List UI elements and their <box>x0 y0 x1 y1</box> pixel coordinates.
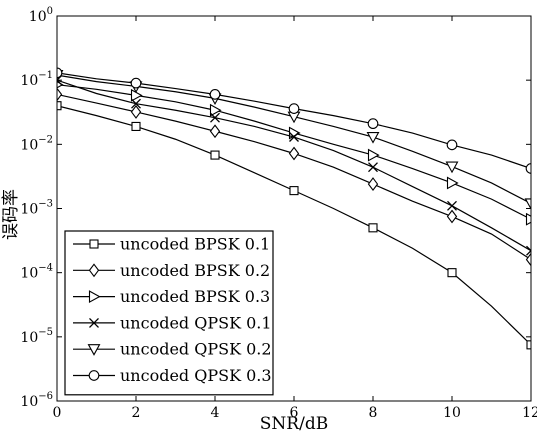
y-tick-label: 10−5 <box>20 327 53 346</box>
y-tick-label: 10−2 <box>20 134 53 153</box>
data-point-marker <box>288 103 300 114</box>
legend-entry: uncoded BPSK 0.1 <box>73 235 270 254</box>
data-point-marker <box>446 209 458 224</box>
x-tick-label: 8 <box>369 405 378 421</box>
legend-marker <box>89 239 99 249</box>
x-tick-label: 4 <box>211 405 220 421</box>
legend-entry: uncoded QPSK 0.3 <box>73 366 272 385</box>
data-point-marker <box>526 245 531 256</box>
data-point-marker <box>524 198 531 211</box>
data-point-marker <box>446 176 459 190</box>
legend-entry: uncoded QPSK 0.2 <box>73 340 272 359</box>
y-axis-title: 误码率 <box>1 189 21 240</box>
data-point-marker <box>447 200 457 211</box>
data-point-marker <box>131 121 141 131</box>
data-point-marker <box>209 103 222 117</box>
series-uncoded-qpsk-0-1 <box>57 75 531 256</box>
legend-box <box>64 230 274 396</box>
data-point-marker <box>367 148 380 162</box>
ticks-layer <box>56 15 532 402</box>
data-point-marker <box>447 268 457 278</box>
series-uncoded-bpsk-0-3 <box>57 81 531 226</box>
data-point-marker <box>525 252 531 267</box>
data-point-marker <box>130 105 142 119</box>
data-point-marker <box>210 150 220 160</box>
legend-marker <box>88 263 100 278</box>
data-point-marker <box>445 161 459 174</box>
data-point-marker <box>57 101 62 111</box>
x-tick-label: 0 <box>53 405 62 421</box>
data-point-marker <box>446 139 458 151</box>
legend-marker <box>87 344 101 356</box>
data-point-marker <box>367 118 379 130</box>
legend-label: uncoded BPSK 0.2 <box>120 261 270 280</box>
x-tick-label: 6 <box>290 405 299 421</box>
data-point-marker <box>368 223 378 233</box>
data-point-marker <box>57 87 63 102</box>
legend-marker <box>88 370 100 381</box>
data-point-marker <box>130 77 142 89</box>
data-point-marker <box>209 89 221 100</box>
y-tick-label: 10−1 <box>20 70 53 89</box>
x-axis-title: SNR/dB <box>260 414 328 434</box>
legend-label: uncoded QPSK 0.3 <box>120 366 272 385</box>
data-point-marker <box>289 132 299 142</box>
x-tick-label: 2 <box>132 405 141 421</box>
data-point-marker <box>289 186 299 196</box>
y-tick-label: 100 <box>29 6 53 25</box>
data-point-marker <box>366 131 380 144</box>
legend-label: uncoded BPSK 0.3 <box>120 287 270 306</box>
x-tick-label: 10 <box>443 405 461 421</box>
data-point-marker <box>209 124 221 139</box>
data-point-marker <box>130 88 143 102</box>
legend-marker <box>88 290 101 304</box>
data-point-marker <box>367 177 379 192</box>
series-layer <box>57 67 531 350</box>
tick-labels-layer: 0 2 4 6 8 10 12 100 10−1 10−2 10−3 10−4 10−5 10−6 <box>20 6 537 421</box>
x-tick-label: 12 <box>522 405 537 421</box>
legend-label: uncoded BPSK 0.1 <box>120 235 270 254</box>
y-tick-label: 10−6 <box>20 391 53 410</box>
data-point-marker <box>210 112 220 123</box>
legend-label: uncoded QPSK 0.1 <box>120 313 272 332</box>
y-tick-label: 10−4 <box>20 263 53 282</box>
data-point-marker <box>368 162 378 173</box>
legend-marker <box>89 317 99 328</box>
legend-entry: uncoded BPSK 0.2 <box>73 261 270 280</box>
data-point-marker <box>131 98 141 109</box>
series-uncoded-bpsk-0-1 <box>57 101 531 350</box>
data-point-marker <box>525 212 531 226</box>
data-point-marker <box>525 163 531 174</box>
legend-entry: uncoded BPSK 0.3 <box>73 287 270 306</box>
legend-entry: uncoded QPSK 0.1 <box>73 313 272 332</box>
y-tick-label: 10−3 <box>20 199 53 218</box>
data-point-marker <box>526 340 531 350</box>
legend: uncoded BPSK 0.1 uncoded BPSK 0.2 uncoded … <box>64 230 274 396</box>
legend-label: uncoded QPSK 0.2 <box>120 340 272 359</box>
series-uncoded-qpsk-0-3 <box>57 67 531 174</box>
data-point-marker <box>288 146 300 161</box>
series-uncoded-bpsk-0-2 <box>57 87 531 267</box>
